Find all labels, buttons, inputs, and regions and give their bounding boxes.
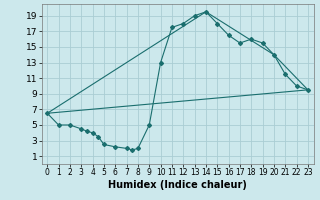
X-axis label: Humidex (Indice chaleur): Humidex (Indice chaleur) bbox=[108, 180, 247, 190]
